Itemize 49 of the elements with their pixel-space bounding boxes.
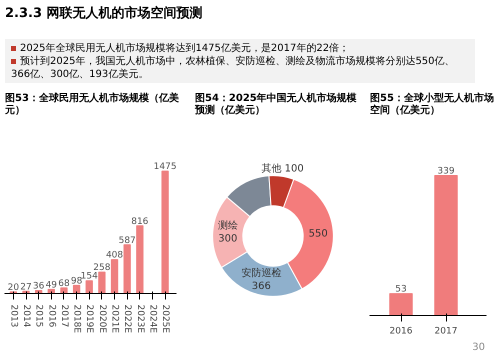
data-label: 20 xyxy=(8,282,20,293)
x-tick-label: 2022E xyxy=(122,304,132,334)
chart-title: 图53：全球民用无人机市场规模（亿美元） xyxy=(5,93,180,117)
x-tick-label: 2021E xyxy=(110,304,120,334)
data-label: 587 xyxy=(118,236,136,246)
bar xyxy=(124,244,131,294)
x-tick-label: 2025E xyxy=(160,304,170,334)
data-label: 258 xyxy=(93,263,111,274)
x-tick-label: 2015 xyxy=(34,304,44,328)
x-tick-label: 2016 xyxy=(390,326,413,336)
bar xyxy=(136,225,144,294)
x-tick-label: 2017 xyxy=(434,326,458,336)
bar xyxy=(110,259,118,294)
bar xyxy=(161,170,169,294)
text: 预计到2025年，我国无人机市场中，农林植保、安防巡检、测绘及物流市场规模将分别达550亿、366亿、300亿、193亿美元。 xyxy=(11,55,456,81)
slice-label: 其他 100 xyxy=(261,162,304,174)
data-label: 1475 xyxy=(154,162,177,172)
chart-title: 图54：2025年中国无人机市场规模预测（亿美元） xyxy=(195,93,358,117)
x-tick-label: 2014 xyxy=(21,304,31,328)
data-label: 550 xyxy=(308,228,328,240)
bar xyxy=(72,284,80,294)
data-label: 36 xyxy=(32,282,45,292)
x-tick-label: 2016 xyxy=(46,304,56,328)
x-tick-label: 2019E xyxy=(84,304,94,334)
data-label: 27 xyxy=(20,282,32,292)
bar xyxy=(98,272,106,294)
data-label: 49 xyxy=(46,280,58,290)
data-label: 68 xyxy=(58,278,70,289)
data-label: 408 xyxy=(106,250,124,261)
slice-label: 测绘 xyxy=(218,219,238,232)
x-tick-label: 2023E xyxy=(134,304,145,334)
data-label: 339 xyxy=(437,166,455,176)
text: 2025年全球民用无人机市场规模将达到1475亿美元，是2017年的22倍； xyxy=(19,42,350,55)
x-tick-label: 2018E xyxy=(72,304,82,334)
data-label: 154 xyxy=(80,272,98,282)
text: 30 xyxy=(472,341,485,355)
data-label: 98 xyxy=(70,276,83,286)
x-tick-label: 2017 xyxy=(58,304,69,328)
x-tick-label: 2024E xyxy=(147,304,158,334)
data-label: 53 xyxy=(395,284,407,295)
slice-label: 安防巡检 xyxy=(241,266,282,279)
chart-title: 图55：全球小型无人机市场空间（亿美元） xyxy=(370,93,495,117)
bar xyxy=(86,280,93,294)
text: 2.3.3 网联无人机的市场空间预测 xyxy=(5,5,203,23)
data-label: 816 xyxy=(131,216,149,227)
x-tick-label: 2013 xyxy=(8,304,18,328)
data-label: 300 xyxy=(218,234,238,245)
data-label: 366 xyxy=(252,281,271,292)
x-tick-label: 2020E xyxy=(96,304,107,334)
